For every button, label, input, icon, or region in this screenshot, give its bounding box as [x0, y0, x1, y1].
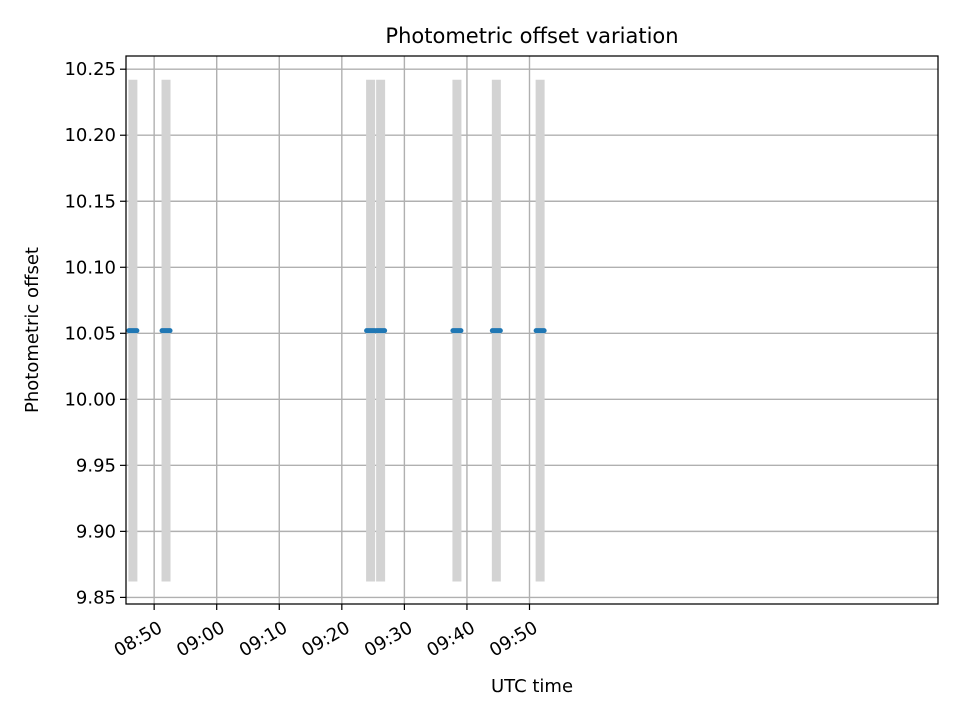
y-tick-label: 10.00 [64, 389, 116, 410]
y-tick-label: 9.85 [76, 587, 116, 608]
y-tick-label: 10.25 [64, 59, 116, 80]
plot-frame [125, 55, 939, 605]
y-axis-label: Photometric offset [22, 247, 43, 413]
plot-area [126, 56, 938, 604]
y-tick-label: 10.10 [64, 257, 116, 278]
y-tick-label: 10.05 [64, 323, 116, 344]
x-axis-label: UTC time [491, 676, 573, 697]
grid [126, 56, 938, 604]
chart-title: Photometric offset variation [385, 24, 678, 48]
y-tick-label: 10.15 [64, 191, 116, 212]
y-tick-label: 9.90 [76, 521, 116, 542]
y-tick-label: 9.95 [76, 455, 116, 476]
axis-ticks: 08:50 09:00 09:10 09:20 09:30 09:40 09:509.859… [64, 59, 541, 661]
y-tick-label: 10.20 [64, 125, 116, 146]
